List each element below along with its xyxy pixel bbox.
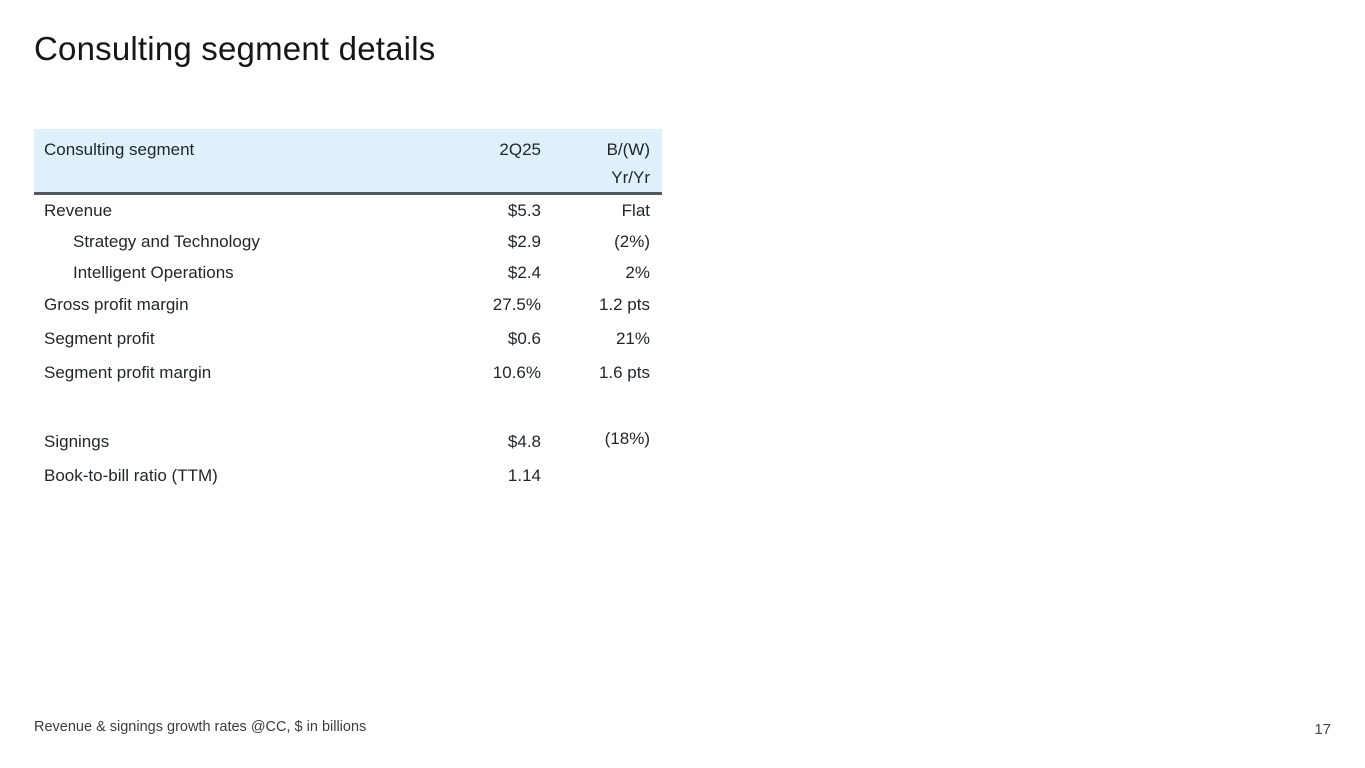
- row-q25-value: $5.3: [507, 200, 541, 220]
- row-label: Segment profit margin: [44, 363, 212, 382]
- row-label: Strategy and Technology: [73, 231, 260, 251]
- row-label: Segment profit: [44, 329, 155, 348]
- row-yryr-value: (18%): [604, 429, 650, 448]
- table-row: Segment profit $0.6 21%: [34, 322, 662, 356]
- page-title: Consulting segment details: [34, 30, 436, 67]
- row-yryr-value: 1.6 pts: [598, 363, 650, 382]
- row-yryr-value: 21%: [615, 329, 650, 348]
- row-q25-value: $2.9: [507, 231, 541, 251]
- row-yryr-value: (2%): [614, 231, 650, 251]
- row-q25-value: $4.8: [507, 432, 541, 451]
- table-row: Revenue $5.3 Flat: [34, 195, 662, 226]
- table-row: Intelligent Operations $2.4 2%: [34, 257, 662, 288]
- row-q25-value: $2.4: [507, 262, 541, 282]
- header-yryr-label: Yr/Yr: [611, 168, 650, 187]
- table-header-row-2: Yr/Yr: [34, 164, 662, 192]
- row-q25-value: 10.6%: [492, 363, 541, 382]
- header-bw-label: B/(W): [606, 140, 650, 159]
- footnote: Revenue & signings growth rates @CC, $ i…: [34, 719, 367, 735]
- consulting-segment-table: Consulting segment 2Q25 B/(W) Yr/Yr Reve…: [34, 129, 662, 493]
- row-yryr-value: 1.2 pts: [598, 295, 650, 314]
- row-q25-value: 27.5%: [492, 295, 541, 314]
- header-quarter-label: 2Q25: [499, 140, 541, 159]
- row-yryr-value: Flat: [621, 200, 650, 220]
- table-row: Strategy and Technology $2.9 (2%): [34, 226, 662, 257]
- table-spacer-row: [34, 390, 662, 425]
- table-row: Gross profit margin 27.5% 1.2 pts: [34, 288, 662, 322]
- table-row: Book-to-bill ratio (TTM) 1.14: [34, 459, 662, 493]
- row-label: Book-to-bill ratio (TTM): [44, 466, 218, 485]
- table-header-row-1: Consulting segment 2Q25 B/(W): [34, 136, 662, 164]
- table-row: Signings $4.8 (18%): [34, 425, 662, 459]
- table-row: Segment profit margin 10.6% 1.6 pts: [34, 356, 662, 390]
- table-header: Consulting segment 2Q25 B/(W) Yr/Yr: [34, 129, 662, 195]
- row-label: Revenue: [44, 200, 113, 220]
- row-label: Intelligent Operations: [73, 262, 234, 282]
- row-q25-value: $0.6: [507, 329, 541, 348]
- row-q25-value: 1.14: [507, 466, 541, 485]
- row-yryr-value: 2%: [625, 262, 650, 282]
- header-segment-label: Consulting segment: [44, 140, 195, 159]
- table-body: Revenue $5.3 Flat Strategy and Technology $2…: [34, 195, 662, 493]
- row-label: Gross profit margin: [44, 295, 189, 314]
- row-label: Signings: [44, 432, 110, 451]
- page-number: 17: [1314, 721, 1331, 738]
